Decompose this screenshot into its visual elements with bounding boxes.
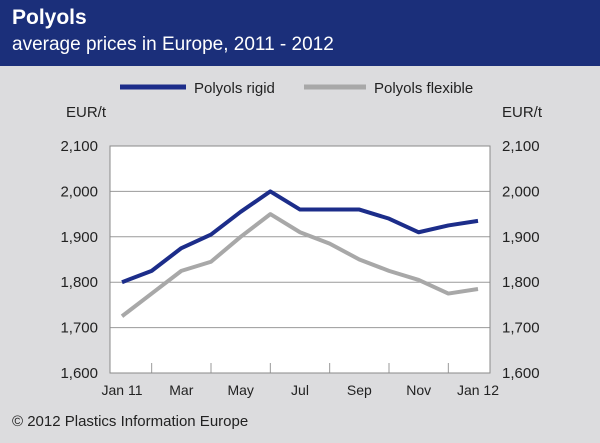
chart-header: Polyols average prices in Europe, 2011 -… — [0, 0, 600, 66]
y-tick-label-left: 1,900 — [60, 229, 98, 246]
legend-label: Polyols rigid — [194, 80, 275, 97]
series-line-flexible — [120, 212, 479, 318]
x-tick-label: Nov — [406, 382, 431, 398]
y-tick-label-right: 1,900 — [502, 229, 540, 246]
y-axis-label-left: EUR/t — [66, 104, 107, 121]
x-tick-label: Jul — [291, 382, 309, 398]
y-tick-label-right: 1,800 — [502, 274, 540, 291]
y-tick-label-left: 1,800 — [60, 274, 98, 291]
x-tick-label: Jan 11 — [102, 382, 143, 398]
legend-label: Polyols flexible — [374, 80, 473, 97]
x-tick-label: May — [227, 382, 253, 398]
y-tick-label-right: 1,600 — [502, 365, 540, 382]
y-tick-label-left: 2,100 — [60, 138, 98, 155]
series-line-rigid — [121, 189, 479, 285]
y-tick-label-right: 2,000 — [502, 183, 540, 200]
x-tick-label: Mar — [169, 382, 193, 398]
plot-area — [110, 146, 490, 373]
chart-subtitle: average prices in Europe, 2011 - 2012 — [12, 34, 334, 55]
chart-title: Polyols — [12, 6, 87, 29]
line-chart: 1,600 1,600 1,700 1,700 1,800 1,800 1,900 1,900… — [60, 80, 543, 398]
x-tick-label: Sep — [347, 382, 372, 398]
y-tick-label-left: 1,600 — [60, 365, 98, 382]
y-tick-label-left: 2,000 — [60, 183, 98, 200]
y-axis-label-right: EUR/t — [502, 104, 543, 121]
copyright-footer: © 2012 Plastics Information Europe — [12, 413, 249, 430]
plot-border — [109, 145, 491, 374]
y-tick-label-right: 1,700 — [502, 320, 540, 337]
x-tick-label: Jan 12 — [457, 382, 499, 398]
y-tick-label-left: 1,700 — [60, 320, 98, 337]
y-tick-label-right: 2,100 — [502, 138, 540, 155]
